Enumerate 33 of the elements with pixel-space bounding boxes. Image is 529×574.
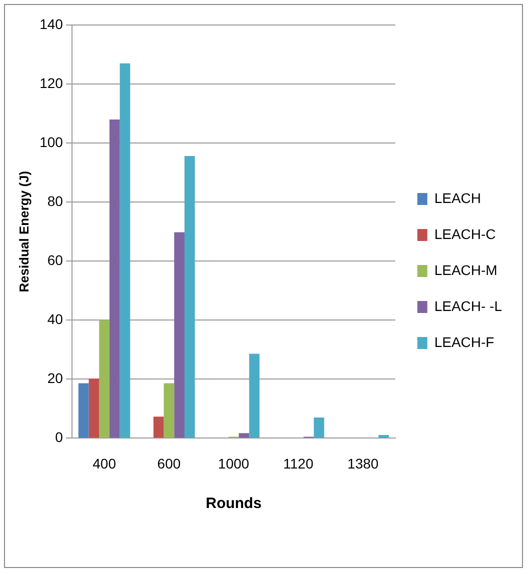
y-tick-label: 20 bbox=[47, 370, 64, 386]
bar bbox=[174, 232, 184, 438]
y-tick-label: 0 bbox=[55, 429, 64, 446]
y-tick-label: 140 bbox=[40, 16, 64, 32]
x-tick-label: 400 bbox=[92, 455, 116, 472]
bar bbox=[109, 119, 120, 438]
y-tick-label: 60 bbox=[47, 252, 64, 268]
legend-label: LEACH-C bbox=[434, 226, 496, 242]
bar bbox=[184, 156, 195, 438]
x-tick-label: 600 bbox=[157, 455, 181, 472]
legend-label: LEACH-F bbox=[434, 334, 494, 350]
y-tick-label: 120 bbox=[40, 74, 64, 91]
bar bbox=[314, 418, 324, 438]
y-tick-label: 100 bbox=[40, 134, 64, 150]
y-tick-label: 80 bbox=[47, 192, 64, 209]
bar bbox=[78, 383, 89, 438]
bar bbox=[153, 416, 164, 438]
x-tick-label: 1000 bbox=[218, 455, 250, 472]
bar bbox=[120, 63, 130, 438]
bar bbox=[164, 383, 174, 438]
bar bbox=[238, 433, 250, 438]
x-axis-title: Rounds bbox=[206, 495, 262, 512]
bar bbox=[99, 320, 110, 438]
x-tick-label: 1380 bbox=[347, 455, 379, 472]
bar bbox=[378, 434, 389, 438]
bar bbox=[88, 378, 100, 438]
legend-label: LEACH bbox=[434, 190, 482, 206]
y-axis-title: Residual Energy (J) bbox=[16, 170, 32, 292]
legend-label: LEACH-M bbox=[434, 262, 498, 278]
y-tick-label: 40 bbox=[47, 311, 64, 327]
x-tick-label: 1120 bbox=[283, 455, 314, 472]
bar bbox=[249, 354, 260, 438]
legend-label: LEACH- -L bbox=[434, 298, 502, 314]
